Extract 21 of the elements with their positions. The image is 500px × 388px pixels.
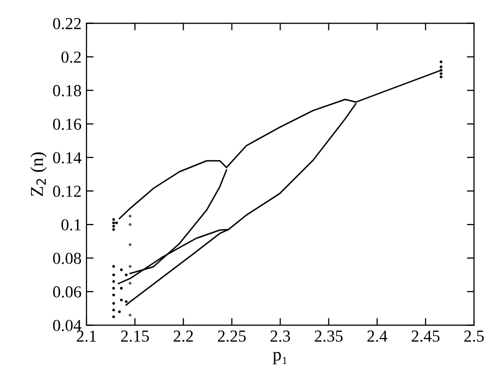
x-tick-label: 2.15: [121, 330, 149, 342]
x-tick-label: 2.2: [174, 330, 193, 342]
x-tick-label: 2.1: [76, 330, 96, 342]
x-tick-label: 2.25: [218, 330, 246, 342]
y-tick-label: 0.22: [53, 18, 81, 30]
y-tick-label: 0.06: [53, 286, 82, 298]
x-tick-label: 2.5: [464, 330, 484, 342]
y-tick-label: 0.14: [53, 152, 82, 164]
x-axis-title: p₁: [272, 352, 287, 364]
y-axis-title: Z$_{2}$ (n): [30, 152, 47, 196]
y-tick-label: 0.1: [61, 219, 81, 231]
y-tick-label: 0.04: [53, 320, 82, 332]
x-tick-label: 2.35: [314, 330, 343, 342]
y-tick-label: 0.12: [53, 186, 81, 197]
y-tick-label: 0.08: [53, 252, 82, 264]
x-tick-label: 2.3: [270, 330, 290, 342]
y-tick-label: 0.16: [53, 118, 82, 130]
x-tick-label: 2.45: [412, 330, 440, 342]
y-tick-label: 0.2: [61, 52, 81, 63]
x-tick-label: 2.4: [367, 330, 388, 342]
y-tick-label: 0.18: [53, 85, 82, 96]
